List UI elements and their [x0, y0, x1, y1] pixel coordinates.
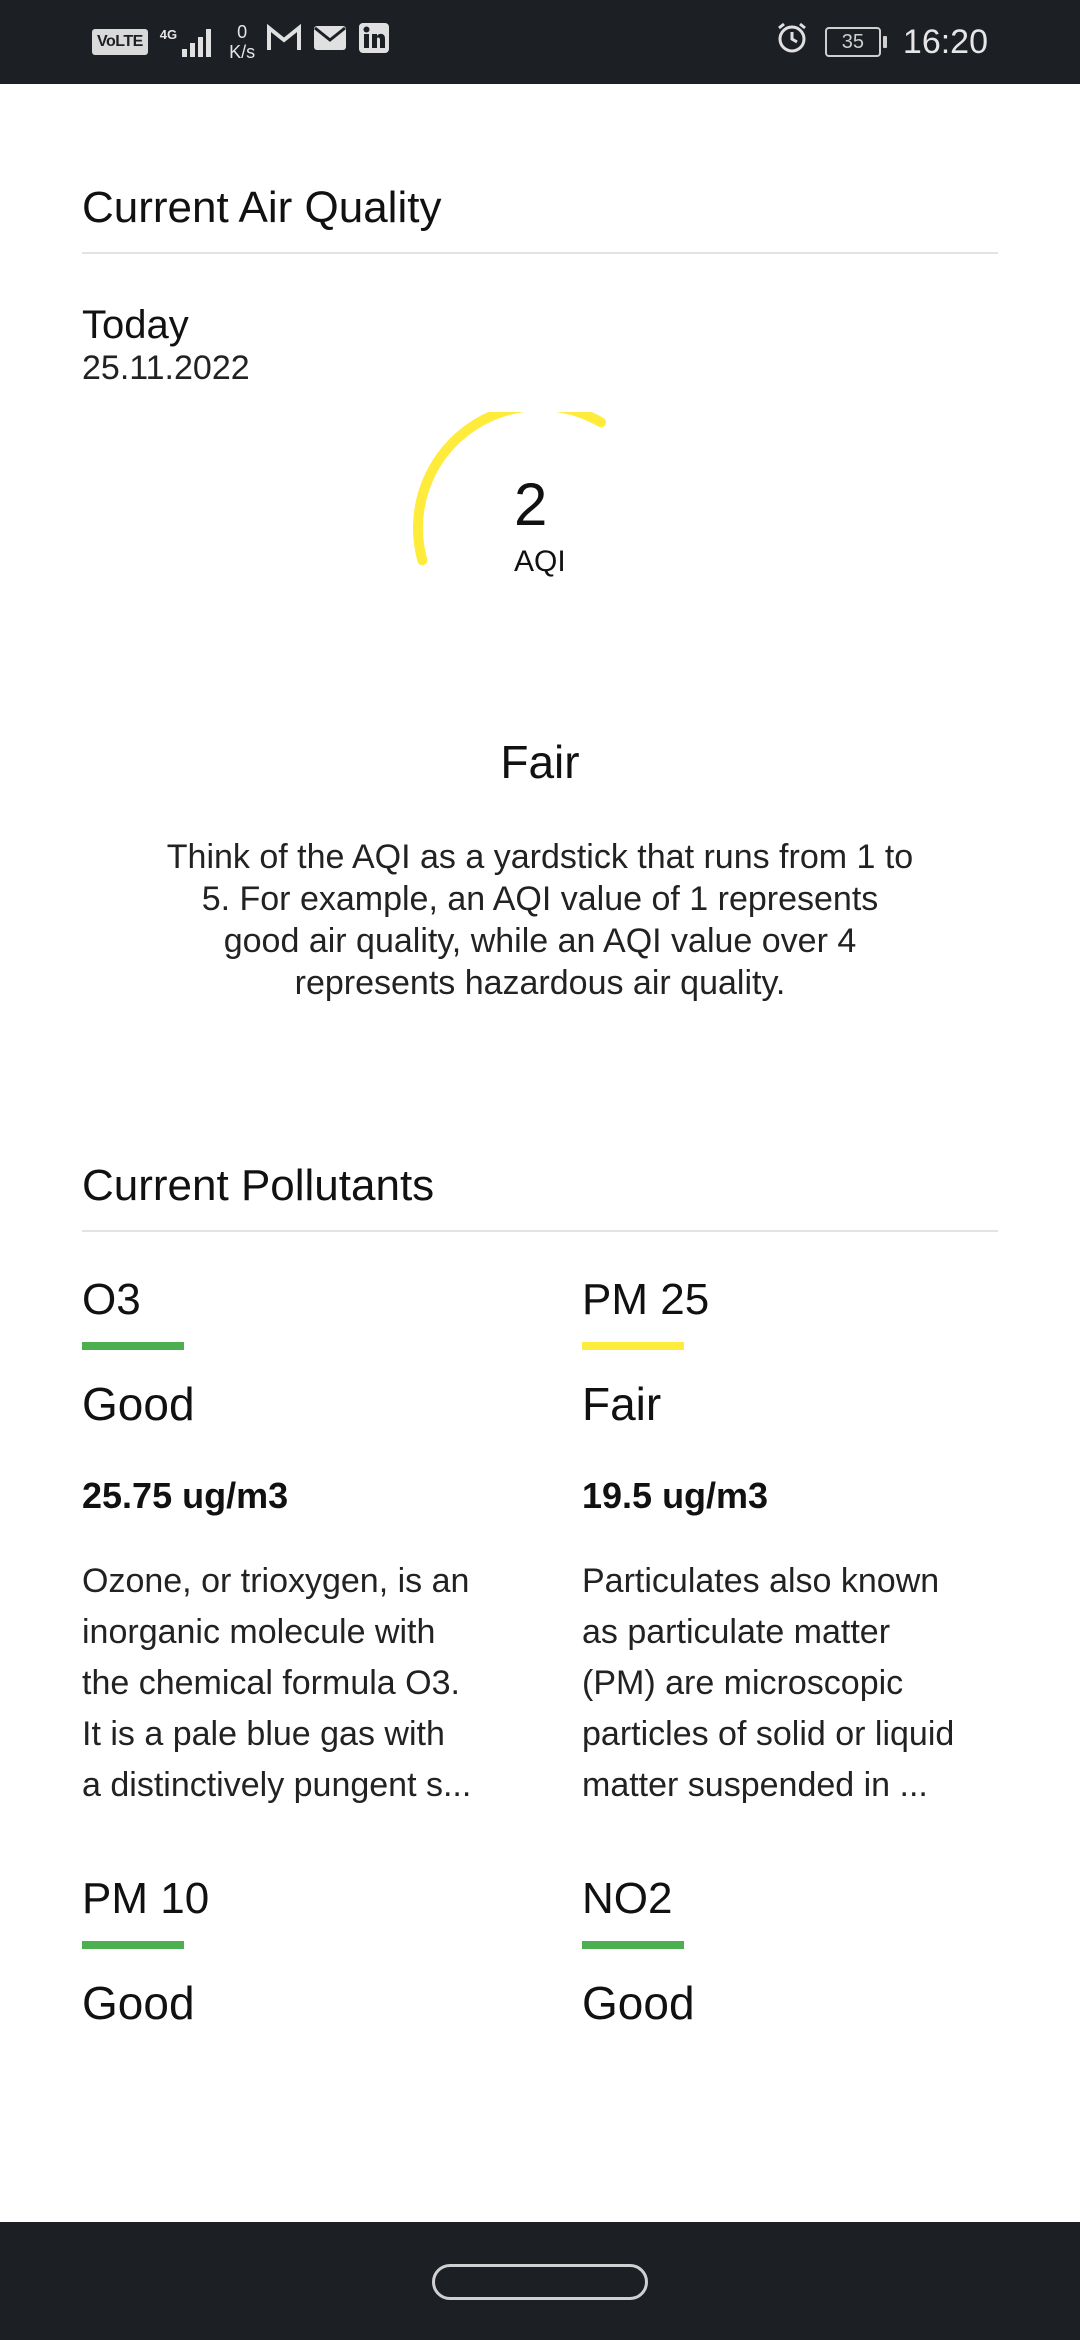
pollutants-grid: O3 Good 25.75 ug/m3 Ozone, or trioxygen,… [82, 1272, 998, 2091]
network-type: 4G [159, 27, 178, 42]
pollutant-level-bar [82, 1941, 184, 1949]
navigation-bar [0, 2222, 1080, 2340]
alarm-icon [775, 21, 809, 64]
pollutant-name: PM 10 [82, 1874, 210, 1923]
pollutants-title: Current Pollutants [82, 1161, 435, 1210]
status-bar-left: VoLTE 4G 0 K/s [92, 0, 390, 84]
pollutant-description: Ozone, or trioxygen, is an inorganic mol… [82, 1562, 472, 1804]
aqi-value: 2 [514, 471, 548, 538]
aqi-description: Think of the AQI as a yardstick that run… [166, 838, 914, 1002]
pollutant-name: PM 25 [582, 1275, 710, 1324]
status-bar: VoLTE 4G 0 K/s 35 16:20 [0, 0, 1080, 84]
linkedin-icon [359, 23, 390, 61]
day-label: Today [82, 303, 189, 347]
volte-icon: VoLTE [92, 29, 148, 55]
divider [82, 1230, 998, 1232]
status-bar-right: 35 16:20 [775, 0, 988, 84]
battery-icon: 35 [824, 27, 887, 57]
pollutant-name: NO2 [582, 1874, 673, 1923]
pollutant-level-bar [582, 1941, 684, 1949]
date-label: 25.11.2022 [82, 349, 250, 387]
pollutant-value: 25.75 ug/m3 [82, 1475, 289, 1516]
pollutant-description: Particulates also known as particulate m… [582, 1562, 955, 1804]
pollutant-card-pm25[interactable]: PM 25 Fair 19.5 ug/m3 Particulates also … [582, 1272, 998, 1811]
pollutant-value: 19.5 ug/m3 [582, 1475, 769, 1516]
pollutant-level-bar [82, 1342, 184, 1350]
aqi-gauge: 2 AQI [82, 412, 998, 712]
pollutant-name: O3 [82, 1275, 141, 1324]
home-gesture-pill[interactable] [432, 2264, 648, 2300]
signal-icon: 4G [159, 27, 212, 57]
battery-level: 35 [824, 27, 881, 57]
pollutant-level: Good [582, 1977, 695, 2029]
aqi-unit: AQI [514, 545, 566, 578]
mail-icon [313, 25, 347, 59]
aqi-gauge-arc [413, 412, 606, 566]
pollutant-card-o3[interactable]: O3 Good 25.75 ug/m3 Ozone, or trioxygen,… [82, 1272, 582, 1811]
pollutant-level-bar [582, 1342, 684, 1350]
gmail-icon [267, 23, 302, 60]
speed-value: 0 [237, 22, 248, 42]
pollutant-level: Good [82, 1977, 195, 2029]
clock: 16:20 [902, 22, 988, 61]
pollutant-card-pm10[interactable]: PM 10 Good [82, 1871, 582, 2031]
speed-unit: K/s [229, 42, 256, 62]
divider [82, 252, 998, 254]
main-content[interactable]: Current Air Quality Today 25.11.2022 2 A… [82, 84, 998, 2091]
pollutant-level: Fair [582, 1378, 662, 1430]
pollutant-card-no2[interactable]: NO2 Good [582, 1871, 998, 2031]
air-quality-title: Current Air Quality [82, 183, 442, 232]
pollutant-level: Good [82, 1378, 195, 1430]
aqi-level: Fair [500, 736, 580, 788]
network-speed: 0 K/s [229, 22, 255, 62]
